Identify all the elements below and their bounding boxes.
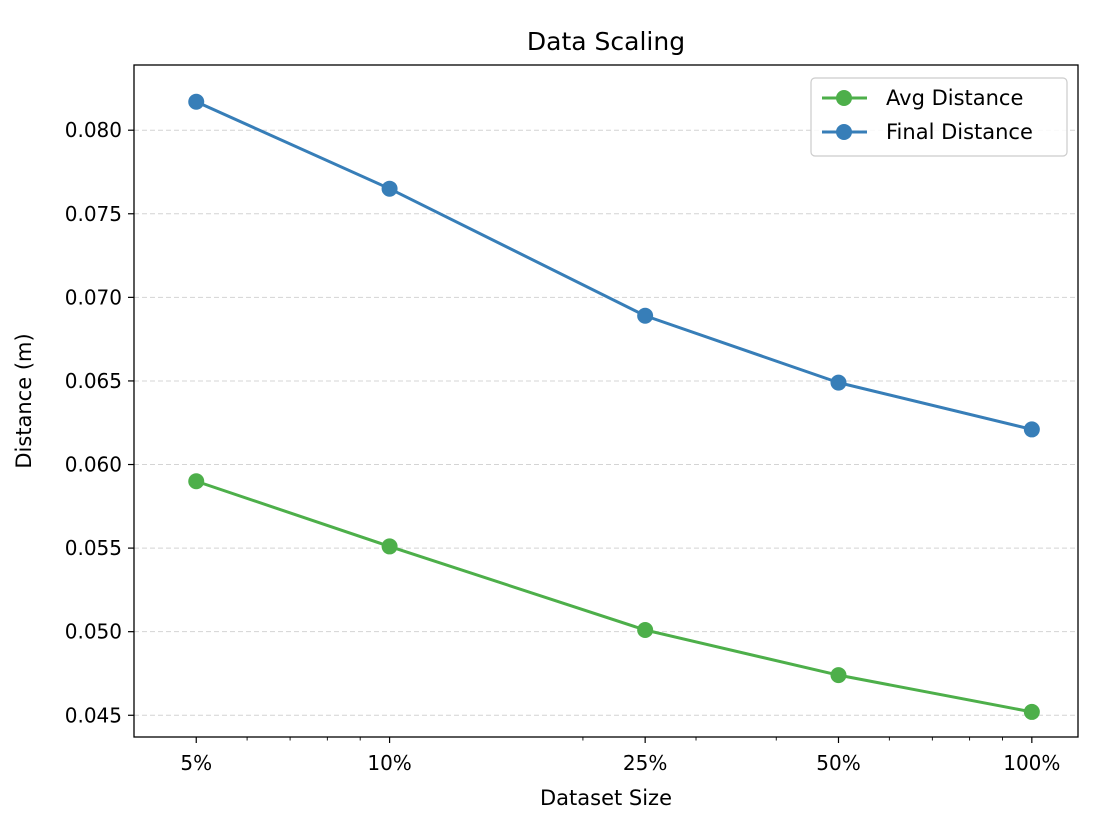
data-point-final-distance [1023,421,1040,438]
data-point-final-distance [381,180,398,197]
data-point-final-distance [188,93,205,110]
y-tick-label: 0.065 [65,369,122,393]
y-tick-label: 0.055 [65,536,122,560]
data-point-final-distance [637,307,654,324]
x-tick-label: 5% [180,751,212,775]
x-tick-label: 10% [367,751,411,775]
series-layer [188,93,1040,720]
y-tick-label: 0.045 [65,703,122,727]
legend-marker-avg-distance [836,90,852,106]
legend-label-final-distance: Final Distance [886,120,1033,144]
chart-title: Data Scaling [527,27,685,56]
data-point-final-distance [830,374,847,391]
series-line-avg-distance [195,479,1033,714]
x-tick-label: 25% [623,751,667,775]
y-tick-label: 0.050 [65,620,122,644]
x-axis-label: Dataset Size [540,786,672,810]
legend-box [810,77,1068,157]
axis-ticks: 0.045 0.050 0.055 0.060 0.065 0.070 0.075 0.080… [65,118,1061,775]
legend: Avg Distance Final Distance [810,77,1068,157]
data-point-avg-distance [1023,703,1040,720]
y-tick-label: 0.080 [65,118,122,142]
y-axis-label: Distance (m) [12,333,36,468]
y-tick-label: 0.075 [65,202,122,226]
minor-ticks [246,737,1003,741]
plot-area [133,64,1079,738]
x-tick-label: 50% [816,751,860,775]
y-tick-label: 0.070 [65,285,122,309]
data-point-avg-distance [830,667,847,684]
legend-marker-final-distance [836,124,852,140]
data-point-avg-distance [381,538,398,555]
legend-label-avg-distance: Avg Distance [886,86,1023,110]
y-tick-label: 0.060 [65,453,122,477]
x-tick-label: 100% [1003,751,1060,775]
data-point-avg-distance [188,473,205,490]
grid-lines [134,129,1078,716]
data-point-avg-distance [637,622,654,639]
